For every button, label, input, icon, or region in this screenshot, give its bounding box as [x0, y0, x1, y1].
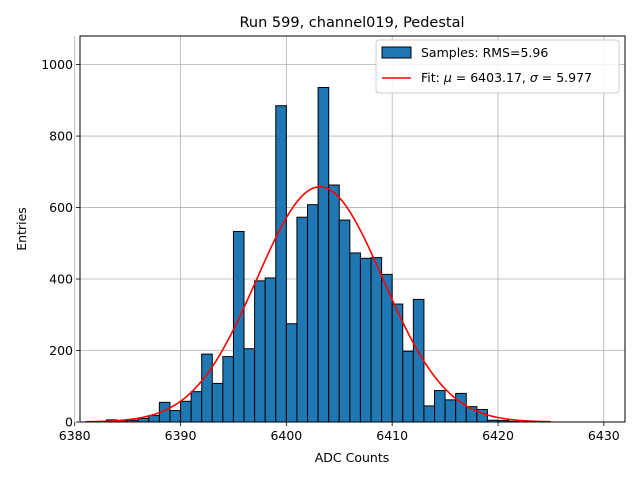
histogram-bar	[349, 252, 361, 423]
histogram-bar	[328, 184, 340, 423]
histogram-bar	[455, 392, 467, 423]
histogram-bars	[105, 86, 520, 423]
x-tick-label: 6410	[376, 428, 408, 443]
y-tick-label: 1000	[41, 57, 73, 72]
y-tick-label: 0	[65, 415, 73, 430]
histogram-bar	[275, 105, 287, 423]
histogram-bar	[148, 415, 160, 423]
histogram-bar	[254, 280, 266, 423]
legend-swatch-samples	[381, 46, 412, 59]
histogram-bar	[201, 353, 213, 423]
x-tick-label: 6400	[270, 428, 302, 443]
histogram-bar	[402, 350, 414, 423]
x-axis-label: ADC Counts	[315, 450, 390, 465]
histogram-bar	[180, 400, 192, 423]
histogram-bar	[423, 405, 436, 423]
legend-label-fit: Fit: μ = 6403.17, σ = 5.977	[421, 70, 592, 85]
histogram-bar	[264, 277, 277, 423]
histogram-bar	[412, 298, 425, 423]
x-tick-label: 6390	[165, 428, 197, 443]
histogram-bar	[296, 216, 309, 423]
y-axis: 0 200 400 600 800 1000	[41, 57, 80, 430]
x-tick-label: 6420	[482, 428, 514, 443]
histogram-bar	[169, 410, 182, 423]
chart-title: Run 599, channel019, Pedestal	[239, 15, 464, 31]
plot-frame	[79, 35, 626, 423]
histogram-bar	[307, 204, 319, 423]
x-tick-label: 6380	[59, 428, 91, 443]
histogram-bar	[285, 323, 298, 423]
legend: Samples: RMS=5.96 Fit: μ = 6403.17, σ = …	[375, 39, 620, 94]
histogram-bar	[317, 86, 330, 423]
histogram-bar	[338, 219, 351, 423]
histogram-bar	[434, 390, 446, 423]
legend-label-samples: Samples: RMS=5.96	[421, 45, 548, 60]
x-tick-label: 6430	[588, 428, 620, 443]
y-axis-label: Entries	[14, 207, 29, 251]
y-tick-label: 200	[49, 343, 73, 358]
gaussian-fit-line	[85, 186, 551, 423]
histogram-bar	[444, 399, 457, 423]
histogram-bar	[190, 391, 203, 423]
y-tick-label: 600	[49, 200, 73, 215]
histogram-bar	[391, 303, 404, 423]
histogram-bar	[211, 382, 224, 423]
histogram-bar	[137, 417, 150, 423]
histogram-bar	[359, 257, 372, 423]
y-tick-label: 800	[49, 129, 73, 144]
histogram-bar	[222, 356, 234, 423]
x-axis: 6380 6390 6400 6410 6420 6430	[59, 422, 620, 443]
histogram-bar	[243, 348, 256, 423]
y-tick-label: 400	[49, 272, 73, 287]
legend-box	[375, 39, 620, 94]
histogram-bar	[370, 257, 383, 423]
